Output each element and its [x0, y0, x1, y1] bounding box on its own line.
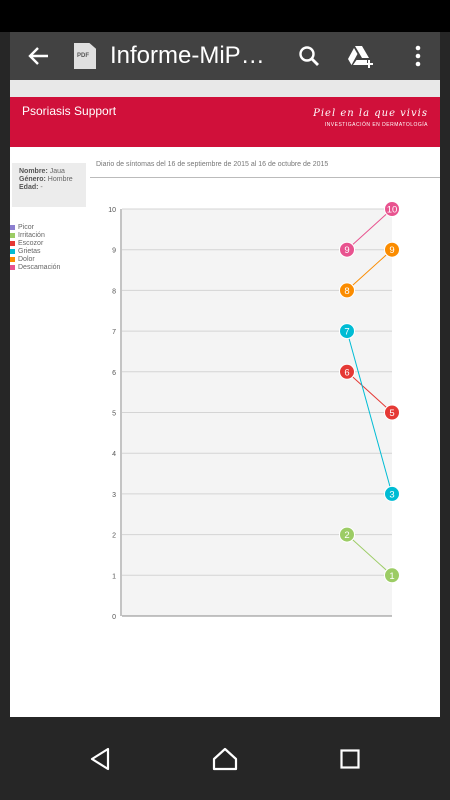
search-icon[interactable] — [292, 32, 326, 80]
chart-title: Diario de síntomas del 16 de septiembre … — [96, 161, 329, 168]
data-point — [384, 404, 400, 421]
y-tick-label: 0 — [112, 614, 116, 619]
series-line — [346, 534, 393, 576]
report-header-title: Psoriasis Support — [22, 104, 117, 118]
data-point-label: 1 — [389, 571, 394, 582]
y-tick-label: 8 — [112, 288, 116, 295]
legend-label: Descamación — [18, 263, 61, 271]
legend-item: Dolor — [10, 255, 60, 263]
nav-home-icon[interactable] — [195, 717, 255, 800]
data-point — [339, 241, 355, 258]
data-point — [339, 526, 355, 543]
legend-swatch — [10, 248, 15, 254]
arrow-back-icon[interactable] — [22, 32, 56, 80]
data-point — [384, 201, 400, 217]
data-point-label: 8 — [344, 286, 349, 297]
series-line — [346, 371, 393, 413]
legend-item: Picor — [10, 223, 60, 231]
data-point-label: 3 — [389, 489, 394, 500]
data-point-label: 6 — [344, 367, 349, 378]
legend-item: Escozor — [10, 239, 60, 247]
y-tick-label: 4 — [112, 451, 116, 458]
legend-label: Irritación — [18, 231, 45, 239]
gender-label: Género: — [19, 176, 46, 183]
more-vert-icon[interactable] — [406, 32, 430, 80]
data-point-label: 2 — [344, 530, 349, 541]
pdf-page: Psoriasis Support Piel en la que vivis I… — [10, 97, 440, 717]
navigation-bar — [0, 717, 450, 800]
y-tick-label: 7 — [112, 329, 116, 336]
app-bar: PDF Informe-MiP… — [10, 32, 440, 80]
legend-label: Escozor — [18, 239, 44, 247]
legend-label: Dolor — [18, 255, 35, 263]
add-to-drive-icon[interactable] — [344, 32, 378, 80]
chart-legend: Picor Irritación Escozor Grietas Dolor Descam… — [10, 223, 60, 271]
y-tick-label: 10 — [108, 207, 116, 214]
y-tick-label: 6 — [112, 370, 116, 377]
report-header: Psoriasis Support Piel en la que vivis I… — [10, 97, 440, 147]
data-point-label: 10 — [387, 205, 398, 216]
data-point — [339, 363, 355, 380]
pdf-viewer[interactable]: Psoriasis Support Piel en la que vivis I… — [10, 80, 440, 717]
brand-logo: Piel en la que vivis INVESTIGACIÓN EN DE… — [313, 108, 428, 128]
age-value: - — [40, 184, 43, 191]
nav-back-icon[interactable] — [70, 717, 130, 800]
data-point-label: 9 — [344, 245, 349, 256]
data-point — [339, 282, 355, 299]
y-tick-label: 3 — [112, 492, 116, 499]
legend-item: Descamación — [10, 263, 60, 271]
status-bar — [0, 0, 450, 32]
legend-item: Grietas — [10, 247, 60, 255]
series-line — [346, 330, 393, 495]
pdf-file-icon: PDF — [70, 32, 100, 80]
data-point-label: 9 — [389, 245, 394, 256]
legend-label: Picor — [18, 223, 34, 231]
brand-script: Piel en la que vivis — [313, 108, 428, 119]
document-title: Informe-MiP… — [110, 42, 265, 69]
legend-swatch — [10, 264, 15, 270]
y-tick-label: 1 — [112, 573, 116, 580]
legend-item: Irritación — [10, 231, 60, 239]
series-line — [346, 208, 393, 251]
gender-value: Hombre — [47, 176, 73, 183]
data-point — [339, 323, 355, 340]
legend-label: Grietas — [18, 247, 41, 255]
y-tick-label: 5 — [112, 411, 116, 418]
data-point — [384, 485, 400, 502]
legend-swatch — [10, 240, 15, 246]
patient-info-box: Nombre: Jaua Género: Hombre Edad: - — [12, 163, 86, 207]
name-value: Jaua — [49, 168, 65, 175]
name-label: Nombre: — [19, 168, 48, 175]
legend-swatch — [10, 224, 15, 230]
data-point-label: 5 — [389, 408, 394, 419]
data-point-label: 7 — [344, 327, 349, 338]
legend-swatch — [10, 256, 15, 262]
data-point — [384, 567, 400, 584]
data-point — [384, 241, 400, 258]
file-type-label: PDF — [77, 53, 89, 59]
chart-title-divider — [90, 177, 440, 178]
brand-subtitle: INVESTIGACIÓN EN DERMATOLOGÍA — [324, 122, 428, 128]
age-label: Edad: — [19, 184, 39, 191]
symptom-line-chart: 01234567891010/1012/1014/1016/1021657389… — [108, 201, 400, 619]
y-tick-label: 9 — [112, 248, 116, 255]
nav-recents-icon[interactable] — [320, 717, 380, 800]
series-line — [346, 249, 393, 291]
y-tick-label: 2 — [112, 533, 116, 540]
legend-swatch — [10, 232, 15, 238]
